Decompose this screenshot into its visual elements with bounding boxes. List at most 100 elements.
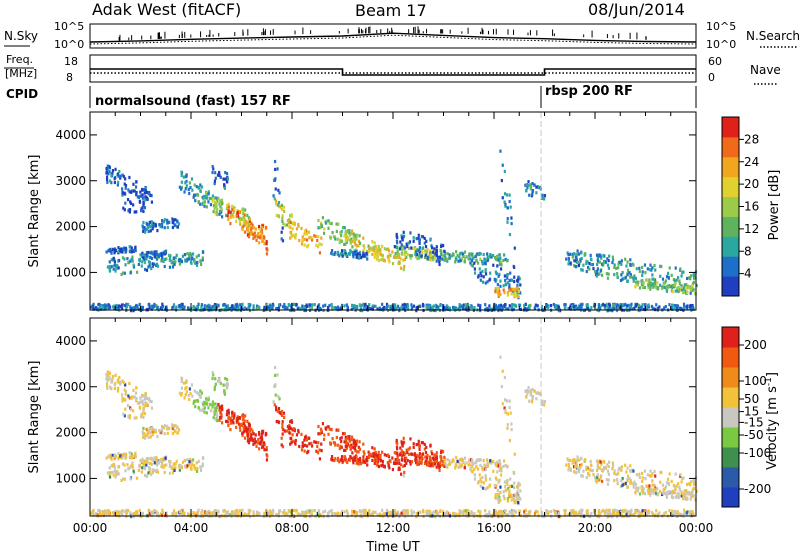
- power-cell: [316, 245, 320, 249]
- velocity-cell: [207, 406, 210, 410]
- power-cell: [228, 307, 232, 311]
- velocity-cell: [635, 473, 638, 477]
- power-cell: [119, 248, 122, 252]
- velocity-cell: [615, 472, 618, 477]
- power-cell: [407, 307, 410, 311]
- velocity-cell: [429, 464, 432, 468]
- velocity-cell: [679, 473, 682, 477]
- velocity-cell: [180, 379, 183, 384]
- power-cell: [256, 307, 259, 311]
- velocity-cell: [615, 514, 619, 519]
- velocity-cell: [663, 491, 666, 496]
- velocity-cell: [513, 499, 516, 503]
- velocity-cell: [415, 515, 418, 519]
- velocity-cell: [303, 443, 306, 447]
- velocity-cell: [470, 465, 474, 469]
- power-cell: [519, 307, 522, 311]
- power-cell: [152, 262, 156, 266]
- velocity-cell: [378, 454, 382, 459]
- velocity-cell: [153, 456, 156, 460]
- power-cell: [564, 303, 567, 307]
- power-cell: [135, 210, 138, 214]
- velocity-cell: [557, 511, 561, 515]
- velocity-cell: [407, 513, 410, 517]
- velocity-cell: [371, 510, 374, 514]
- power-cell: [573, 264, 576, 268]
- power-cell: [266, 248, 269, 252]
- velocity-cell: [458, 513, 461, 517]
- power-cell: [147, 229, 150, 234]
- power-cell: [686, 290, 689, 295]
- power-cell: [598, 260, 601, 264]
- power-cell: [220, 210, 223, 214]
- power-cell: [117, 266, 120, 270]
- power-cell: [140, 194, 143, 198]
- power-cell: [176, 225, 180, 229]
- velocity-cell: [394, 461, 397, 465]
- power-cell: [153, 302, 156, 307]
- velocity-cell: [517, 500, 520, 505]
- velocity-cell: [579, 509, 583, 514]
- power-cell: [459, 305, 462, 309]
- power-cell: [164, 250, 167, 254]
- velocity-cell: [581, 508, 584, 512]
- velocity-cell: [216, 402, 219, 406]
- date-title: 08/Jun/2014: [588, 0, 685, 19]
- velocity-cell: [150, 513, 153, 517]
- velocity-cell: [155, 463, 159, 467]
- power-cell: [144, 230, 147, 234]
- power-cell: [631, 307, 634, 311]
- velocity-cell: [148, 429, 151, 433]
- power-cell: [423, 255, 427, 260]
- velocity-cell: [258, 447, 261, 451]
- velocity-cell: [403, 459, 407, 463]
- power-cell: [280, 230, 283, 234]
- velocity-cell: [676, 510, 679, 514]
- power-cell: [517, 294, 520, 299]
- power-cell: [569, 261, 572, 265]
- power-cell: [496, 305, 499, 309]
- velocity-cell: [128, 396, 131, 400]
- power-cell: [336, 252, 339, 256]
- power-cell: [418, 241, 421, 245]
- power-cell: [691, 307, 694, 311]
- velocity-cell: [97, 509, 100, 513]
- power-cell: [135, 180, 138, 184]
- power-cell: [247, 226, 250, 231]
- velocity-cell: [638, 475, 641, 480]
- power-cell: [186, 252, 189, 256]
- power-cell: [620, 259, 623, 263]
- power-cell: [345, 303, 349, 307]
- power-cell: [242, 220, 245, 224]
- velocity-cell: [282, 427, 285, 432]
- velocity-cell: [201, 456, 205, 460]
- velocity-cell: [195, 469, 199, 473]
- power-cell: [122, 247, 125, 251]
- velocity-cell: [484, 509, 487, 513]
- velocity-cell: [575, 462, 578, 466]
- power-cell: [305, 304, 309, 308]
- power-cell: [660, 264, 663, 269]
- power-cell: [528, 307, 531, 311]
- velocity-cell: [653, 484, 657, 488]
- velocity-cell: [611, 464, 615, 468]
- power-cell: [218, 212, 221, 216]
- power-cell: [104, 306, 107, 310]
- velocity-cell: [527, 513, 530, 517]
- power-cell: [430, 244, 433, 248]
- power-cell: [313, 234, 316, 238]
- power-cell: [494, 287, 497, 291]
- power-cell: [144, 267, 147, 272]
- power-cell: [135, 307, 138, 311]
- velocity-cell: [611, 461, 614, 465]
- velocity-cell: [515, 492, 518, 496]
- velocity-cell: [489, 477, 492, 481]
- power-cell: [216, 196, 219, 200]
- power-cell: [343, 226, 346, 230]
- velocity-cell: [286, 425, 289, 429]
- power-cell: [127, 209, 130, 213]
- velocity-cell: [414, 461, 418, 465]
- velocity-cell: [137, 468, 140, 473]
- power-cell: [150, 220, 153, 224]
